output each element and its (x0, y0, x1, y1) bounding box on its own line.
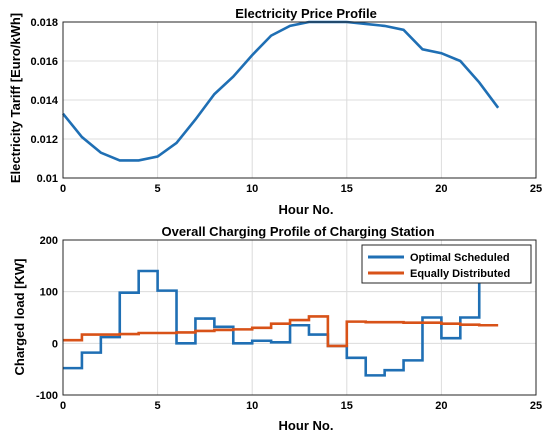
chart1-title: Electricity Price Profile (235, 6, 377, 21)
chart1-xtick-label: 15 (341, 183, 353, 195)
legend-label-equal: Equally Distributed (410, 268, 510, 280)
chart1-ytick-label: 0.012 (30, 134, 58, 146)
legend-box (361, 244, 532, 284)
chart1-axes-box (62, 21, 537, 179)
chart1-ytick-label: 0.01 (37, 173, 58, 185)
chart2-xtick-label: 25 (530, 400, 542, 412)
chart-charging-profile: Overall Charging Profile of Charging Sta… (12, 224, 542, 433)
chart2-title: Overall Charging Profile of Charging Sta… (161, 224, 434, 239)
chart2-legend: Optimal Scheduled Equally Distributed (361, 244, 532, 284)
chart1-xtick-label: 25 (530, 183, 542, 195)
chart1-ytick-label: 0.016 (30, 56, 58, 68)
chart2-ytick-label: 100 (40, 287, 58, 299)
chart-price-profile: Electricity Price Profile Hour No. Elect… (8, 6, 542, 217)
chart2-line-optimal-scheduled (63, 269, 499, 377)
chart2-xtick-label: 10 (246, 400, 258, 412)
chart1-xtick-label: 5 (155, 183, 161, 195)
chart1-xtick-label: 0 (60, 183, 66, 195)
chart1-ticks: 0 5 10 15 20 25 0.01 0.012 0.014 0.016 0.018 (30, 17, 542, 195)
chart2-ytick-label: -100 (36, 390, 58, 402)
chart1-xlabel: Hour No. (279, 202, 334, 217)
chart1-grid (62, 21, 537, 179)
chart2-ytick-label: 200 (40, 235, 58, 247)
chart2-ylabel: Charged load [KW] (12, 259, 27, 376)
chart1-ytick-label: 0.018 (30, 17, 58, 29)
chart2-xtick-label: 20 (435, 400, 447, 412)
chart2-line-equally-distributed (63, 315, 499, 348)
chart1-xtick-label: 20 (435, 183, 447, 195)
chart1-ytick-label: 0.014 (30, 95, 58, 107)
chart1-ylabel: Electricity Tariff [Euro/kWh] (8, 13, 23, 183)
chart1-xtick-label: 10 (246, 183, 258, 195)
chart2-axes-box (62, 239, 537, 396)
chart2-xlabel: Hour No. (279, 418, 334, 433)
chart2-xtick-label: 5 (155, 400, 161, 412)
chart1-line-series-0 (61, 20, 500, 162)
chart2-xtick-label: 0 (60, 400, 66, 412)
chart2-xtick-label: 15 (341, 400, 353, 412)
legend-label-optimal: Optimal Scheduled (410, 252, 510, 264)
chart2-series (63, 269, 499, 377)
chart1-series (61, 20, 500, 162)
chart2-ytick-label: 0 (52, 338, 58, 350)
